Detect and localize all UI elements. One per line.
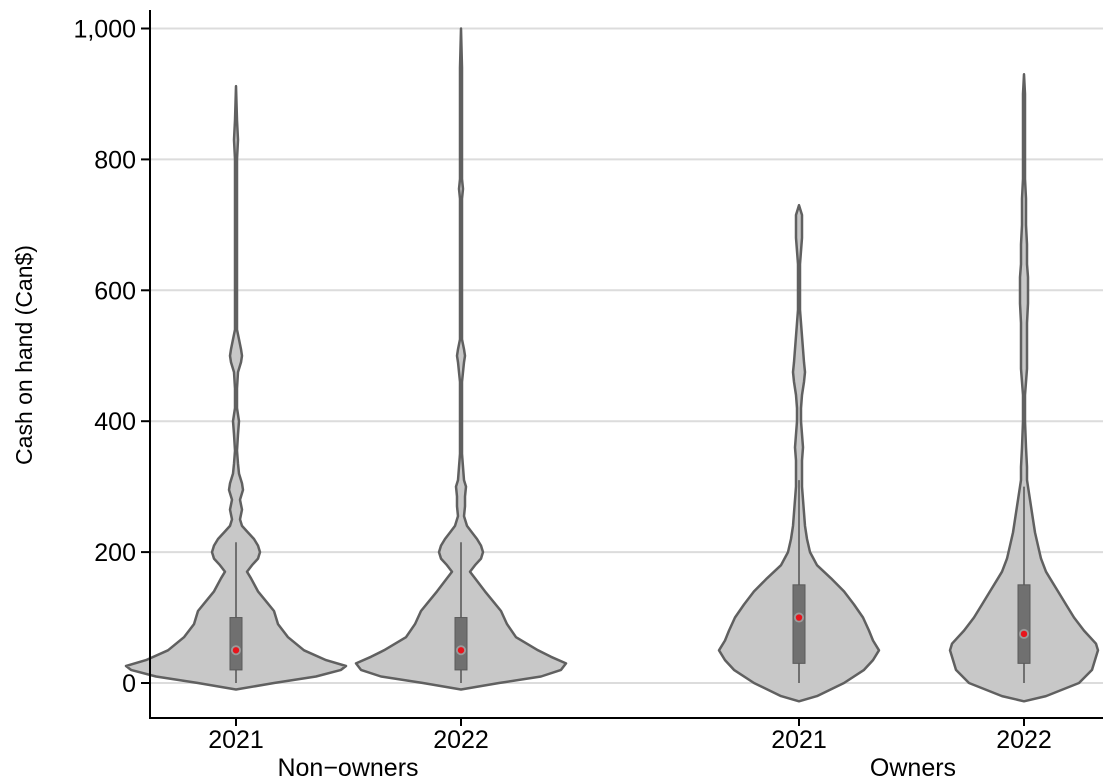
y-tick-label-800: 800 bbox=[94, 146, 136, 174]
x-tick-label-owners-2022: 2022 bbox=[996, 726, 1052, 754]
median-dot-non-owners-2022 bbox=[457, 647, 465, 654]
iqr-box-owners-2021 bbox=[792, 584, 806, 664]
iqr-box-non-owners-2021 bbox=[229, 617, 243, 671]
group-label-non-owners: Non−owners bbox=[277, 754, 418, 782]
violin-non-owners-2021 bbox=[124, 84, 348, 691]
violins bbox=[124, 27, 1100, 703]
iqr-box-owners-2022 bbox=[1017, 584, 1031, 664]
median-dot-non-owners-2021 bbox=[232, 647, 240, 654]
median-dot-owners-2022 bbox=[1020, 630, 1028, 638]
y-axis-title: Cash on hand (Can$) bbox=[11, 245, 37, 465]
gridlines bbox=[150, 27, 1103, 684]
x-tick-label-owners-2021: 2021 bbox=[771, 726, 827, 754]
labels: 0 200 400 600 800 1,000 2021 2022 Non−owners 2021… bbox=[73, 16, 1051, 782]
y-tick-label-1000: 1,000 bbox=[73, 16, 136, 44]
x-tick-label-non-owners-2021: 2021 bbox=[208, 726, 264, 754]
violin-owners-2021 bbox=[717, 203, 881, 703]
x-tick-label-non-owners-2022: 2022 bbox=[433, 726, 489, 754]
median-dot-owners-2021 bbox=[795, 614, 803, 621]
y-tick-label-600: 600 bbox=[94, 277, 136, 305]
group-label-owners: Owners bbox=[870, 754, 956, 782]
violin-non-owners-2022 bbox=[354, 27, 568, 691]
iqr-box-non-owners-2022 bbox=[454, 617, 468, 671]
y-tick-label-400: 400 bbox=[94, 408, 136, 436]
y-tick-label-0: 0 bbox=[122, 670, 136, 698]
axes bbox=[141, 10, 1103, 726]
y-tick-label-200: 200 bbox=[94, 539, 136, 567]
violin-owners-2022 bbox=[948, 73, 1100, 703]
